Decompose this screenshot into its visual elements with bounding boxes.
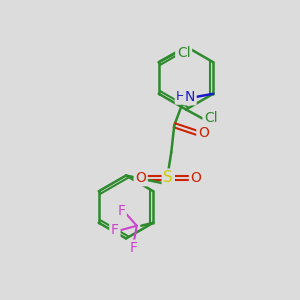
Text: O: O	[190, 171, 201, 185]
Text: F: F	[117, 204, 125, 218]
Text: O: O	[198, 126, 209, 140]
Text: H: H	[176, 90, 186, 103]
Text: F: F	[130, 241, 138, 255]
Text: N: N	[185, 90, 195, 104]
Text: O: O	[135, 171, 146, 185]
Text: S: S	[164, 170, 173, 185]
Text: Cl: Cl	[204, 112, 218, 125]
Text: F: F	[111, 223, 119, 237]
Text: Cl: Cl	[177, 46, 190, 60]
